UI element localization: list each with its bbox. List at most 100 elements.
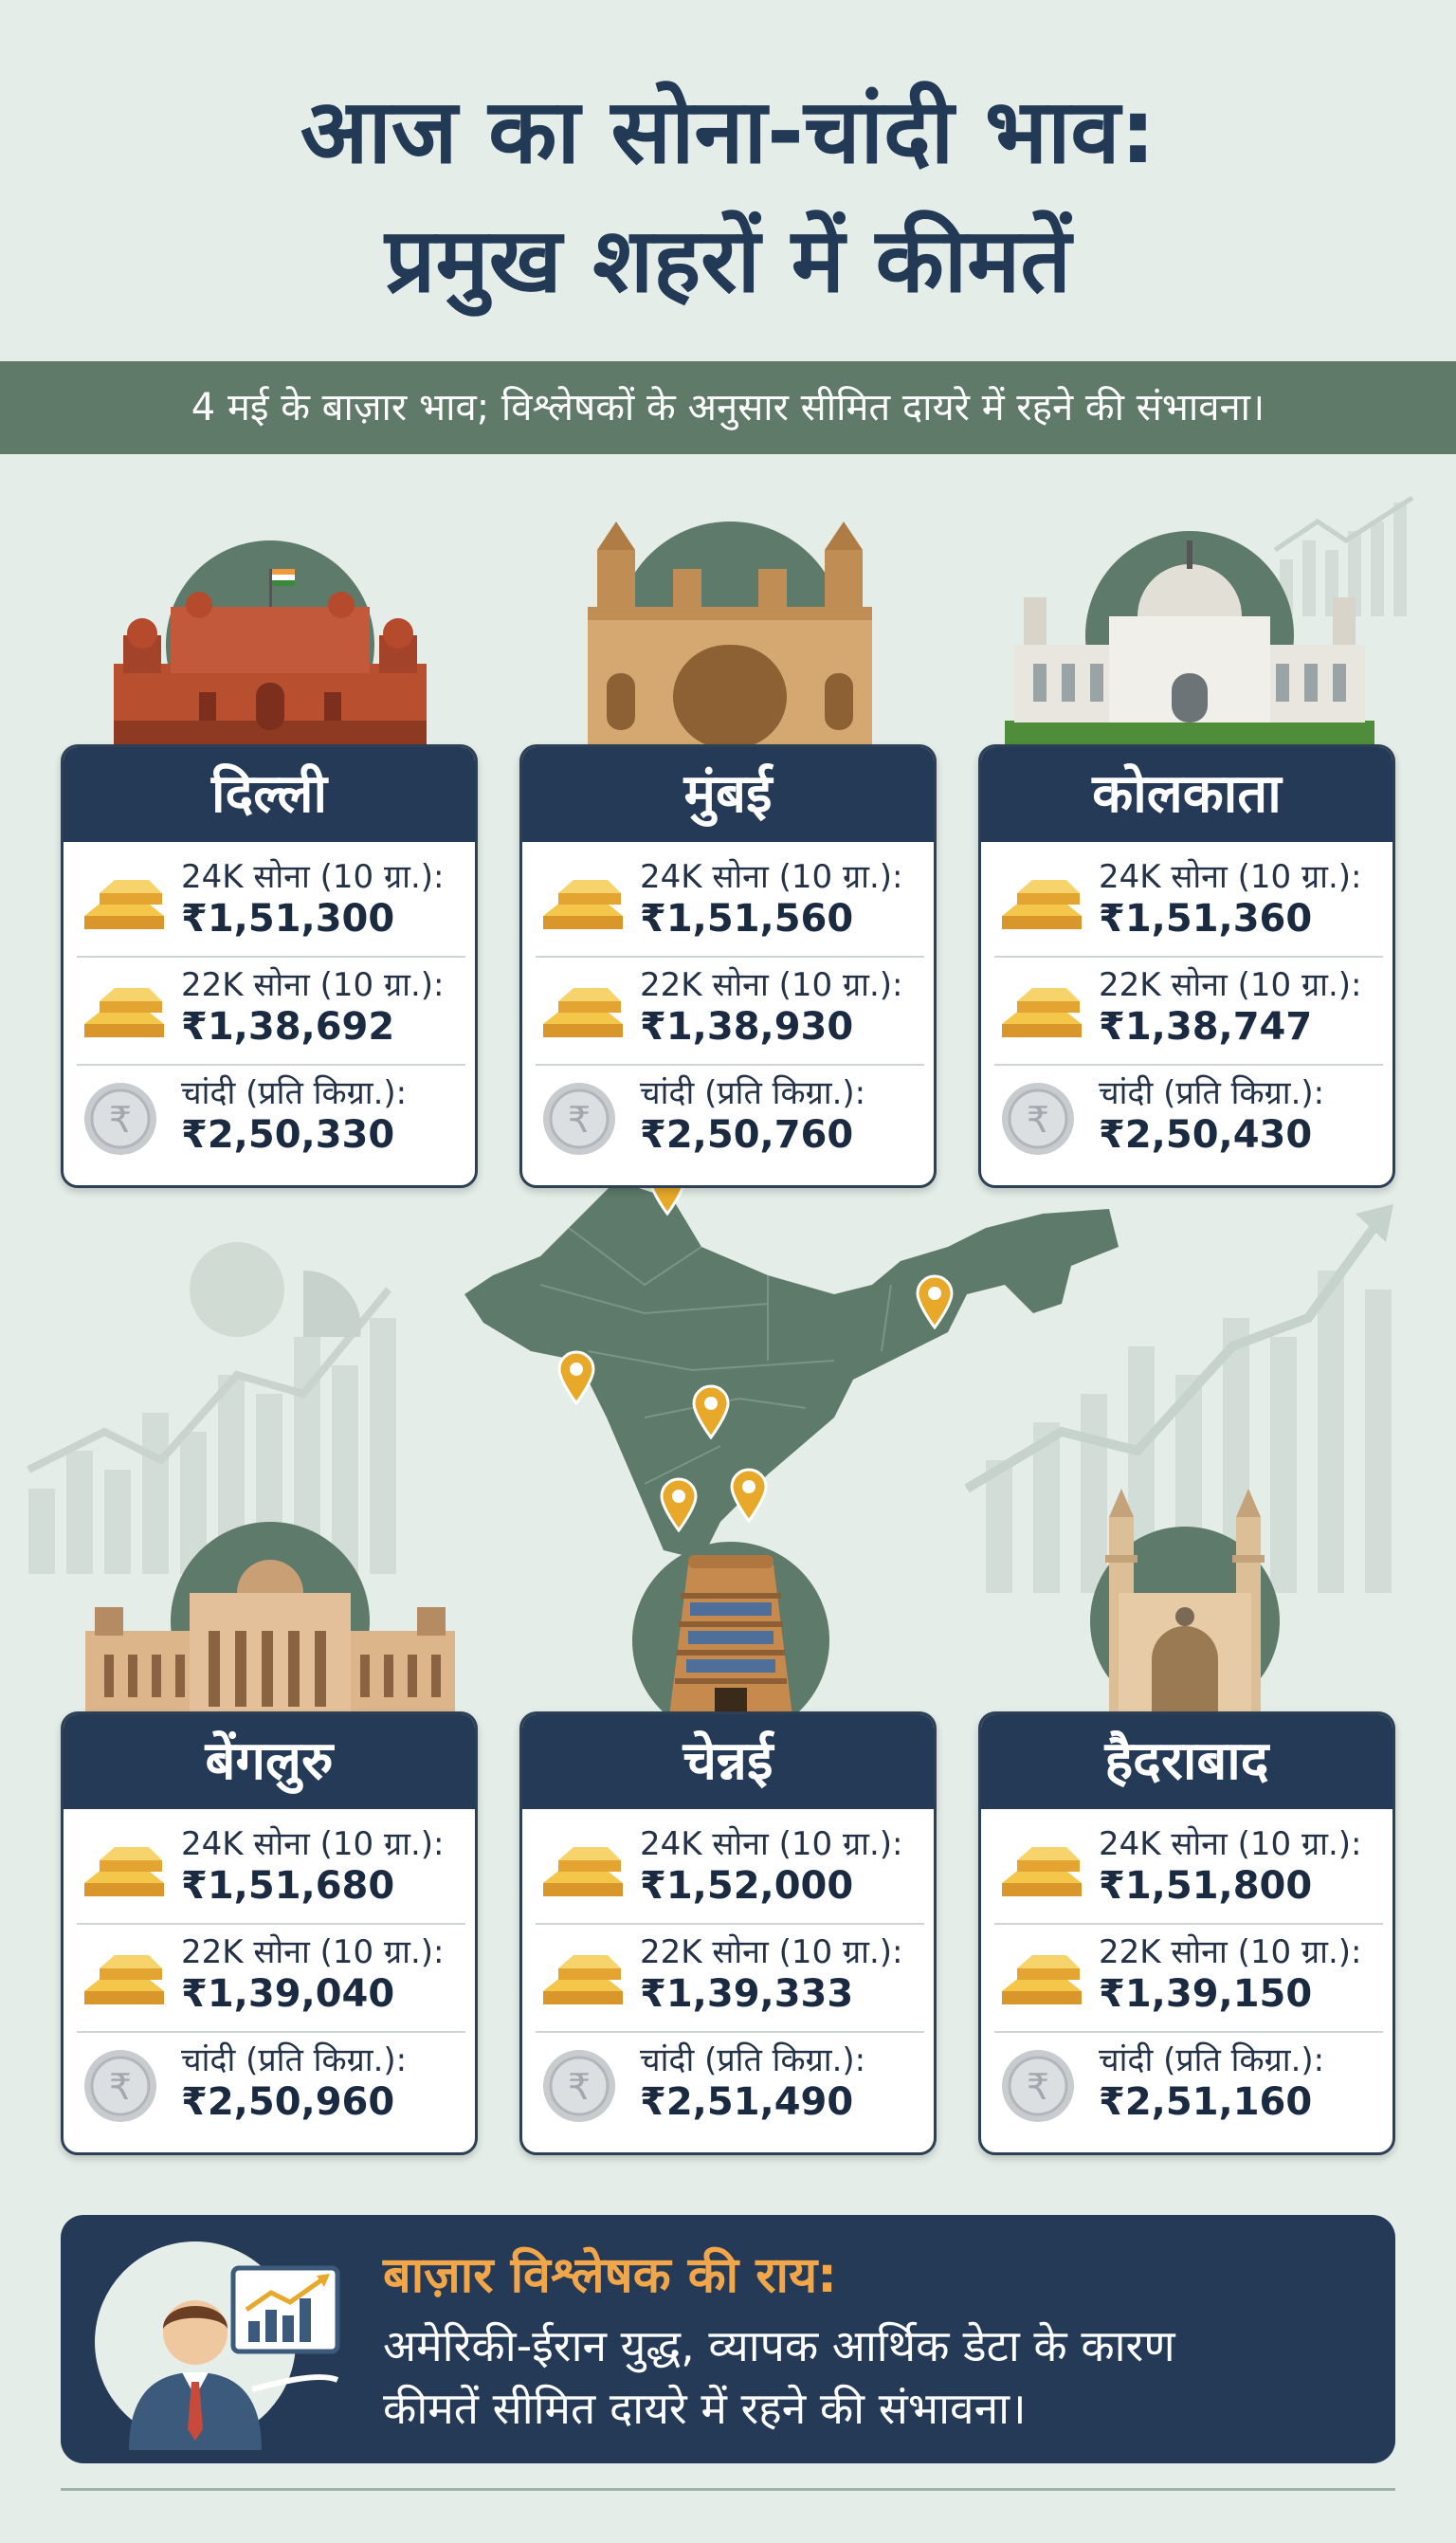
price-row-silver: ₹ चांदी (प्रति किग्रा.): ₹2,50,430 <box>981 1058 1392 1164</box>
label-silver: चांदी (प्रति किग्रा.): <box>640 2041 866 2079</box>
value-gold22: ₹1,39,333 <box>640 1972 854 2016</box>
label-gold24: 24K सोना (10 ग्रा.): <box>640 858 903 896</box>
gold-bars-icon <box>1002 880 1082 929</box>
gold-bars-icon <box>84 880 164 929</box>
label-gold24: 24K सोना (10 ग्रा.): <box>181 858 445 896</box>
gateway-of-india-illustration <box>588 521 872 749</box>
india-map <box>464 1180 1119 1560</box>
city-card-mumbai: मुंबई 24K सोना (10 ग्रा.): ₹1,51,560 22K… <box>519 744 937 1188</box>
vidhana-soudha-illustration <box>85 1522 455 1716</box>
map-pin-icon <box>692 1384 730 1439</box>
svg-text:₹: ₹ <box>568 1099 591 1141</box>
gold-bars-icon <box>1002 1847 1082 1896</box>
price-row-silver: ₹ चांदी (प्रति किग्रा.): ₹2,51,160 <box>981 2025 1392 2131</box>
price-row-gold24: 24K सोना (10 ग्रा.): ₹1,51,560 <box>522 842 934 948</box>
price-row-gold22: 22K सोना (10 ग्रा.): ₹1,38,692 <box>64 950 475 1056</box>
analyst-heading: बाज़ार विश्लेषक की राय: <box>383 2247 837 2304</box>
gold-bars-icon <box>543 880 623 929</box>
value-silver: ₹2,51,160 <box>1099 2080 1313 2124</box>
value-silver: ₹2,50,330 <box>181 1113 395 1157</box>
city-name: हैदराबाद <box>981 1714 1392 1809</box>
value-gold22: ₹1,39,150 <box>1099 1972 1313 2016</box>
price-row-gold22: 22K सोना (10 ग्रा.): ₹1,38,930 <box>522 950 934 1056</box>
label-silver: चांदी (प्रति किग्रा.): <box>181 2041 408 2079</box>
label-gold22: 22K सोना (10 ग्रा.): <box>640 1933 903 1971</box>
victoria-memorial-illustration <box>1005 531 1374 749</box>
analyst-text-line1: अमेरिकी-ईरान युद्ध, व्यापक आर्थिक डेटा क… <box>383 2320 1175 2371</box>
label-gold24: 24K सोना (10 ग्रा.): <box>181 1825 445 1863</box>
price-row-gold24: 24K सोना (10 ग्रा.): ₹1,51,800 <box>981 1809 1392 1915</box>
label-gold24: 24K सोना (10 ग्रा.): <box>640 1825 903 1863</box>
gold-bars-icon <box>84 1955 164 2004</box>
value-gold24: ₹1,52,000 <box>640 1864 854 1908</box>
value-silver: ₹2,50,960 <box>181 2080 395 2124</box>
analyst-avatar-icon <box>95 2241 340 2450</box>
city-card-bengaluru: बेंगलुरु 24K सोना (10 ग्रा.): ₹1,51,680 … <box>61 1711 478 2155</box>
value-gold24: ₹1,51,680 <box>181 1864 395 1908</box>
label-gold22: 22K सोना (10 ग्रा.): <box>1099 1933 1362 1971</box>
value-silver: ₹2,50,430 <box>1099 1113 1313 1157</box>
subtitle: 4 मई के बाज़ार भाव; विश्लेषकों के अनुसार… <box>191 386 1265 430</box>
label-silver: चांदी (प्रति किग्रा.): <box>640 1074 866 1112</box>
city-name: बेंगलुरु <box>64 1714 475 1809</box>
silver-coin-icon: ₹ <box>1002 1083 1074 1155</box>
city-card-delhi: दिल्ली 24K सोना (10 ग्रा.): ₹1,51,300 22… <box>61 744 478 1188</box>
price-row-silver: ₹ चांदी (प्रति किग्रा.): ₹2,50,960 <box>64 2025 475 2131</box>
map-pin-icon <box>557 1350 595 1405</box>
divider <box>994 1923 1383 1925</box>
value-gold22: ₹1,38,930 <box>640 1005 854 1049</box>
silver-coin-icon: ₹ <box>84 1083 156 1155</box>
price-row-silver: ₹ चांदी (प्रति किग्रा.): ₹2,50,330 <box>64 1058 475 1164</box>
label-gold22: 22K सोना (10 ग्रा.): <box>640 966 903 1004</box>
map-pin-icon <box>916 1274 954 1329</box>
value-gold24: ₹1,51,560 <box>640 897 854 941</box>
silver-coin-icon: ₹ <box>1002 2050 1074 2122</box>
divider <box>77 1064 465 1066</box>
value-gold22: ₹1,38,692 <box>181 1005 395 1049</box>
label-gold22: 22K सोना (10 ग्रा.): <box>181 966 445 1004</box>
value-silver: ₹2,50,760 <box>640 1113 854 1157</box>
label-silver: चांदी (प्रति किग्रा.): <box>181 1074 408 1112</box>
red-fort-illustration <box>114 540 427 749</box>
gold-bars-icon <box>543 1955 623 2004</box>
price-row-silver: ₹ चांदी (प्रति किग्रा.): ₹2,50,760 <box>522 1058 934 1164</box>
svg-text:₹: ₹ <box>109 2066 132 2108</box>
value-silver: ₹2,51,490 <box>640 2080 854 2124</box>
subtitle-band <box>0 361 1456 454</box>
silver-coin-icon: ₹ <box>543 2050 615 2122</box>
divider <box>77 2031 465 2033</box>
map-pin-icon <box>730 1468 768 1523</box>
charminar-illustration <box>1090 1489 1280 1716</box>
divider <box>536 956 924 958</box>
map-pin-icon <box>660 1477 698 1532</box>
city-card-kolkata: कोलकाता 24K सोना (10 ग्रा.): ₹1,51,360 2… <box>978 744 1395 1188</box>
gold-bars-icon <box>1002 988 1082 1037</box>
divider <box>994 2031 1383 2033</box>
divider <box>994 956 1383 958</box>
city-card-chennai: चेन्नई 24K सोना (10 ग्रा.): ₹1,52,000 22… <box>519 1711 937 2155</box>
gold-bars-icon <box>84 988 164 1037</box>
divider <box>536 2031 924 2033</box>
value-gold24: ₹1,51,800 <box>1099 1864 1313 1908</box>
price-row-gold22: 22K सोना (10 ग्रा.): ₹1,39,333 <box>522 1917 934 2023</box>
label-gold22: 22K सोना (10 ग्रा.): <box>1099 966 1362 1004</box>
price-row-silver: ₹ चांदी (प्रति किग्रा.): ₹2,51,490 <box>522 2025 934 2131</box>
svg-text:₹: ₹ <box>109 1099 132 1141</box>
price-row-gold24: 24K सोना (10 ग्रा.): ₹1,51,360 <box>981 842 1392 948</box>
page-title-line2: प्रमुख शहरों में कीमतें <box>385 210 1071 313</box>
label-gold24: 24K सोना (10 ग्रा.): <box>1099 858 1362 896</box>
svg-text:₹: ₹ <box>1027 1099 1049 1141</box>
city-name: कोलकाता <box>981 747 1392 842</box>
label-silver: चांदी (प्रति किग्रा.): <box>1099 1074 1325 1112</box>
city-name: चेन्नई <box>522 1714 934 1809</box>
page-title-line1: आज का सोना-चांदी भाव: <box>300 81 1156 184</box>
label-silver: चांदी (प्रति किग्रा.): <box>1099 2041 1325 2079</box>
value-gold24: ₹1,51,300 <box>181 897 395 941</box>
svg-text:₹: ₹ <box>568 2066 591 2108</box>
city-name: दिल्ली <box>64 747 475 842</box>
gold-bars-icon <box>1002 1955 1082 2004</box>
svg-text:₹: ₹ <box>1027 2066 1049 2108</box>
gold-bars-icon <box>543 1847 623 1896</box>
gold-bars-icon <box>84 1847 164 1896</box>
